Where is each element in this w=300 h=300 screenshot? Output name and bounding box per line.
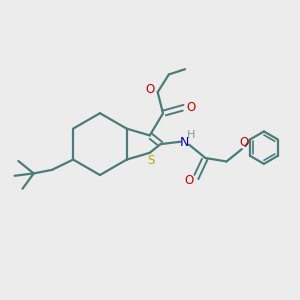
Text: O: O (186, 101, 195, 114)
Text: O: O (184, 174, 194, 187)
Text: O: O (146, 83, 155, 96)
Text: O: O (240, 136, 249, 149)
Text: H: H (187, 130, 195, 140)
Text: S: S (148, 154, 155, 167)
Text: N: N (180, 136, 189, 149)
